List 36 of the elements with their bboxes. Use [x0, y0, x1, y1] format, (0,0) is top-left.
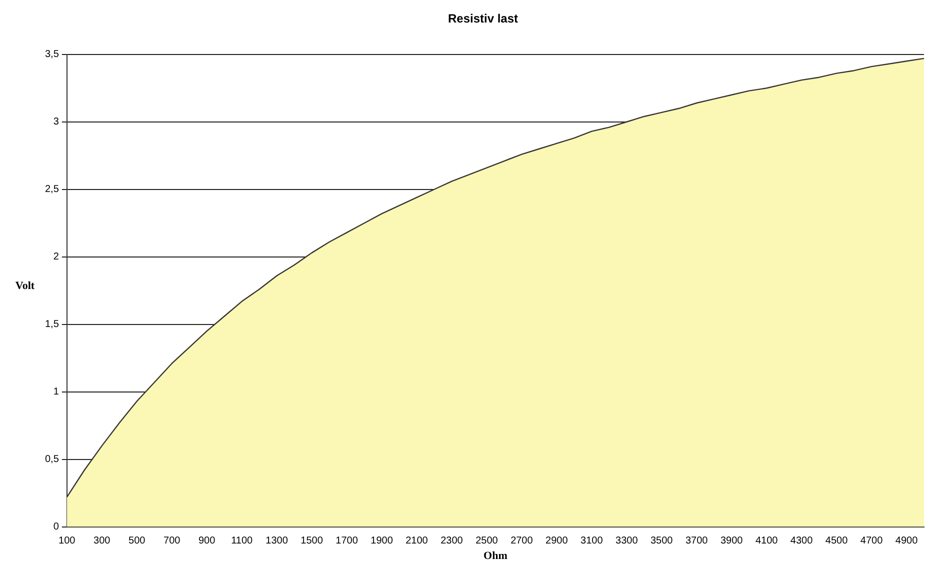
x-axis-title: Ohm — [484, 550, 508, 562]
x-tick-label: 2300 — [440, 536, 464, 547]
x-tick-label: 1900 — [370, 536, 394, 547]
x-tick-label: 300 — [94, 536, 111, 547]
x-tick-label: 100 — [58, 536, 76, 547]
x-tick-label: 4900 — [895, 536, 918, 547]
x-tick-label: 4700 — [860, 536, 884, 547]
x-tick-label: 4500 — [825, 536, 848, 547]
x-tick-label: 2100 — [406, 536, 428, 547]
y-tick-label: 0,5 — [44, 454, 60, 466]
x-tick-label: 1300 — [266, 536, 288, 547]
x-tick-label: 700 — [164, 536, 181, 547]
x-tick-label: 900 — [198, 536, 216, 547]
x-tick-label: 3900 — [720, 536, 744, 547]
x-tick-label: 3100 — [580, 536, 604, 547]
x-tick-label: 1100 — [231, 536, 254, 547]
x-tick-label: 2500 — [476, 536, 498, 547]
y-tick-label: 2,5 — [44, 184, 60, 196]
y-tick-label: 3,5 — [44, 49, 60, 60]
x-tick-label: 3500 — [650, 536, 674, 547]
y-tick-label: 0 — [53, 522, 60, 533]
x-tick-label: 2900 — [546, 536, 568, 547]
x-tick-label: 500 — [128, 536, 146, 547]
chart-title: Resistiv last — [448, 12, 518, 26]
y-tick-label: 2 — [53, 252, 60, 263]
y-tick-label: 1 — [53, 386, 60, 398]
x-tick-label: 2700 — [510, 536, 534, 547]
y-axis-title: Volt — [14, 280, 36, 292]
y-tick-label: 1,5 — [44, 319, 60, 330]
x-tick-label: 3300 — [616, 536, 638, 547]
x-tick-label: 1500 — [300, 536, 324, 547]
x-tick-label: 1700 — [336, 536, 358, 547]
y-tick-label: 3 — [53, 116, 60, 128]
x-tick-label: 3700 — [685, 536, 708, 547]
x-tick-label: 4300 — [790, 536, 814, 547]
x-tick-label: 4100 — [755, 536, 778, 547]
